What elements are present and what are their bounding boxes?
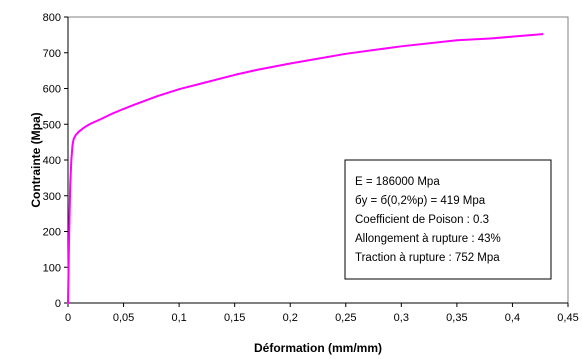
x-tick-label: 0,45 (557, 312, 578, 324)
x-tick-label: 0,1 (171, 312, 186, 324)
y-tick-label: 800 (43, 12, 61, 24)
x-axis: 0 0,05 0,1 0,15 0,2 0,25 0,3 0,35 0,4 0,45 (65, 302, 579, 324)
annotation-line: бy = б(0,2%p) = 419 Mpa (355, 195, 486, 207)
y-tick-label: 0 (55, 298, 61, 310)
x-tick-label: 0,35 (446, 312, 467, 324)
y-tick-label: 500 (43, 119, 61, 131)
annotation-line: E = 186000 Mpa (355, 176, 440, 188)
y-tick-label: 300 (43, 191, 61, 203)
x-tick-label: 0,25 (335, 312, 356, 324)
x-tick-label: 0,15 (224, 312, 245, 324)
y-tick-label: 200 (43, 227, 61, 239)
x-tick-label: 0 (65, 312, 71, 324)
x-axis-title: Déformation (mm/mm) (254, 341, 382, 355)
stress-strain-curve (67, 33, 544, 304)
y-tick-label: 400 (43, 155, 61, 167)
x-tick-label: 0,3 (394, 312, 409, 324)
y-axis: 0 100 200 300 400 500 600 700 800 (43, 12, 69, 310)
annotation-line: Coefficient de Poison : 0.3 (355, 214, 489, 226)
annotation-line: Traction à rupture : 752 Mpa (355, 252, 500, 264)
x-tick-label: 0,2 (283, 312, 298, 324)
annotation-line: Allongement à rupture : 43% (355, 233, 501, 245)
annotation-box: E = 186000 Mpa бy = б(0,2%p) = 419 Mpa C… (344, 159, 552, 280)
y-tick-label: 600 (43, 84, 61, 96)
y-tick-label: 100 (43, 262, 61, 274)
x-tick-label: 0,4 (505, 312, 520, 324)
y-axis-title: Contrainte (Mpa) (29, 112, 43, 207)
y-tick-label: 700 (43, 48, 61, 60)
x-tick-label: 0,05 (113, 312, 134, 324)
